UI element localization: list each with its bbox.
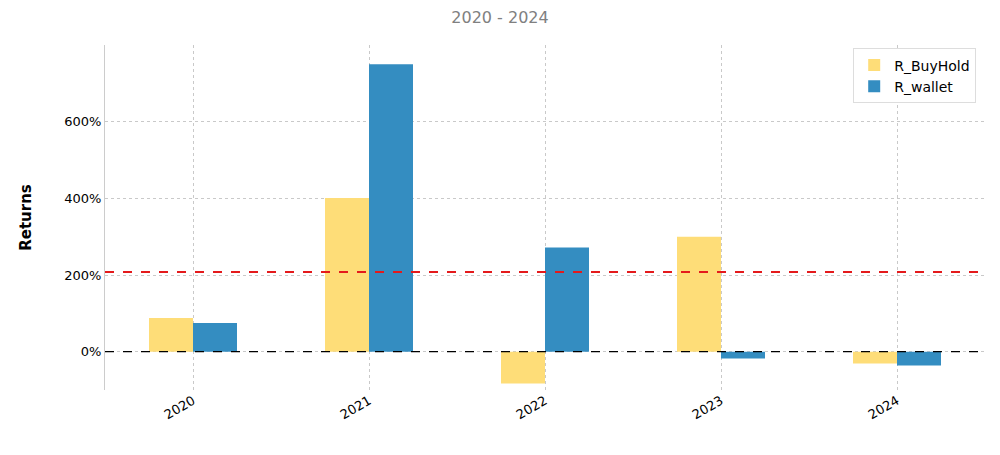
svg-text:2021: 2021 [338, 393, 374, 423]
svg-text:2023: 2023 [690, 393, 726, 423]
svg-text:2022: 2022 [514, 393, 550, 423]
svg-text:2020 - 2024: 2020 - 2024 [451, 8, 548, 27]
svg-text:R_wallet: R_wallet [894, 79, 953, 95]
svg-text:400%: 400% [64, 191, 101, 206]
svg-text:Returns: Returns [17, 184, 35, 251]
svg-text:200%: 200% [64, 268, 101, 283]
svg-text:0%: 0% [81, 344, 102, 359]
svg-text:2020: 2020 [162, 393, 198, 423]
svg-text:R_BuyHold: R_BuyHold [894, 58, 969, 74]
svg-text:600%: 600% [64, 114, 101, 129]
svg-text:2024: 2024 [866, 393, 902, 423]
